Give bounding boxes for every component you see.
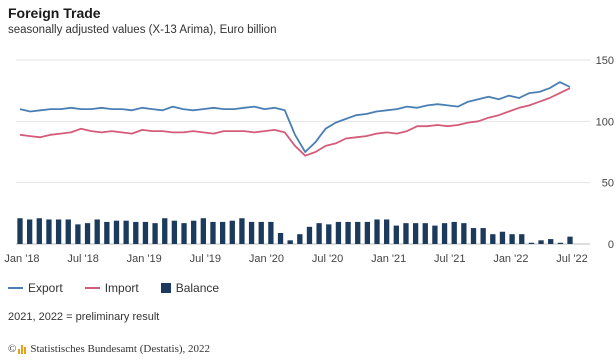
legend-label-balance: Balance [175,281,220,295]
source-line: © Statistisches Bundesamt (Destatis), 20… [8,343,210,355]
balance-bar [210,221,216,244]
balance-bar [65,219,71,244]
x-tick-label: Jan '20 [249,253,284,265]
balance-bar [557,242,564,244]
balance-bar [335,221,342,244]
balance-bar [355,221,361,244]
chart-legend: Export Import Balance [8,281,241,295]
balance-bar [171,220,178,244]
balance-bar [412,223,419,244]
x-tick-label: Jul '22 [556,253,587,265]
x-tick-label: Jan '18 [4,253,39,265]
balance-bar [364,221,371,244]
balance-bar [432,225,438,244]
balance-bar [538,240,544,244]
balance-bar [123,220,129,244]
x-tick-label: Jul '18 [67,253,98,265]
balance-bar [441,223,448,244]
balance-bar [461,223,467,244]
legend-label-export: Export [28,281,63,295]
balance-bar [306,226,313,244]
balance-bar [94,219,100,244]
x-tick-label: Jul '19 [190,253,221,265]
balance-bar [219,221,226,244]
balance-bar [297,234,303,244]
balance-bar [152,223,158,244]
balance-bar [519,234,525,244]
source-text: Statistisches Bundesamt (Destatis), 2022 [30,343,211,355]
balance-bar [277,232,284,244]
legend-item-balance: Balance [160,281,220,295]
x-tick-label: Jul '20 [312,253,343,265]
y-tick-label: 50 [602,178,614,190]
balance-bar [162,218,168,244]
balance-bar [258,221,264,244]
preliminary-note: 2021, 2022 = preliminary result [8,311,160,323]
balance-bar [142,221,149,244]
balance-bar [509,234,515,244]
balance-bar [191,220,197,244]
balance-bar [326,224,332,244]
balance-bar [200,218,206,244]
balance-bar [287,240,293,244]
balance-bar [46,219,52,244]
export-swatch [8,287,23,289]
balance-bar [36,218,42,244]
balance-bar [345,221,351,244]
balance-bar [422,223,428,244]
balance-bar [248,221,255,244]
balance-bar [104,221,110,244]
legend-label-import: Import [104,281,139,295]
balance-bar [374,219,380,244]
balance-bar [84,223,91,244]
y-tick-label: 0 [608,239,614,251]
x-tick-label: Jan '19 [127,253,162,265]
legend-item-export: Export [8,281,63,295]
balance-bar [393,225,399,244]
chart-title: Foreign Trade [8,5,101,21]
balance-bar [55,219,62,244]
series-line-import [19,87,571,157]
balance-bar [528,242,535,244]
balance-bar [17,218,23,244]
balance-bar [113,220,120,244]
x-tick-label: Jan '21 [371,253,406,265]
balance-bar [75,224,81,244]
y-tick-label: 100 [596,116,614,128]
x-tick-label: Jul '21 [434,253,465,265]
balance-bar [490,234,496,244]
balance-bar [384,219,390,244]
chart-subtitle: seasonally adjusted values (X-13 Arima),… [8,24,277,36]
balance-bar [470,228,477,244]
balance-bar [403,223,409,244]
balance-bar [26,219,33,244]
legend-item-import: Import [84,281,139,295]
x-tick-label: Jan '22 [493,253,528,265]
balance-bar [181,223,187,244]
balance-bar [229,220,235,244]
balance-bar [567,236,573,244]
balance-bar [268,221,274,244]
balance-swatch [160,283,171,293]
balance-bar [133,221,139,244]
y-tick-label: 150 [596,55,614,67]
balance-bar [480,228,486,244]
import-swatch [84,287,100,289]
balance-bar [499,231,506,244]
balance-bar [316,223,322,244]
series-line-export [19,81,571,153]
balance-bar [451,221,457,244]
copyright-symbol: © [8,343,17,355]
balance-bar [548,239,554,244]
destatis-logo-icon [18,344,27,354]
balance-bar [239,218,245,244]
foreign-trade-chart: 0 50 100 150 Jan '18 Jul '18 Jan '19 Jul '19 Jan… [4,55,614,265]
